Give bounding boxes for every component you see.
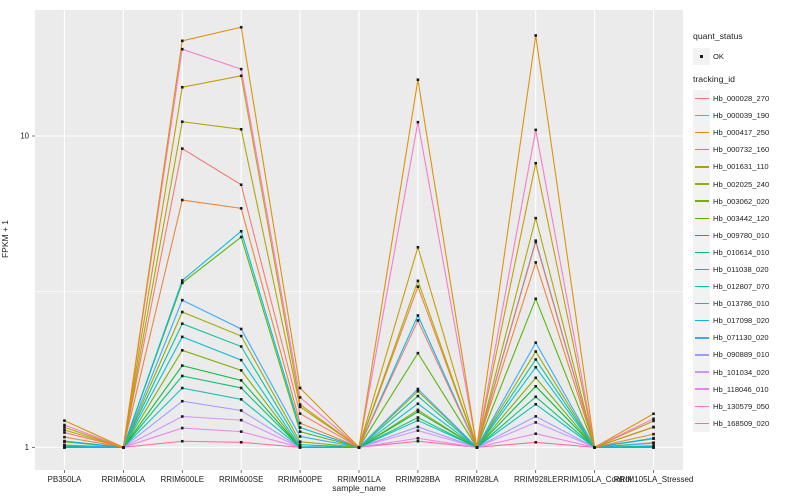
svg-text:10: 10 xyxy=(20,132,29,141)
svg-text:1: 1 xyxy=(25,443,29,452)
